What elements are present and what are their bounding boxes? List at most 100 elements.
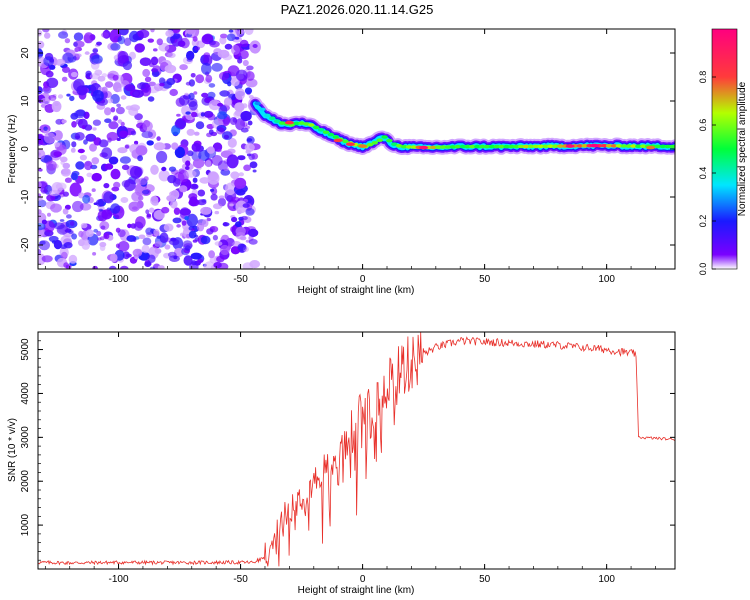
noise-speckle bbox=[89, 73, 101, 80]
noise-speckle bbox=[247, 228, 259, 237]
noise-speckle bbox=[47, 212, 51, 217]
y-tick-label: 1000 bbox=[20, 514, 31, 537]
ridge-core bbox=[342, 139, 349, 144]
noise-speckle bbox=[149, 266, 156, 269]
y-tick-label: 5000 bbox=[20, 338, 31, 361]
noise-speckle bbox=[130, 130, 137, 136]
ridge-core bbox=[391, 142, 398, 146]
noise-speckle bbox=[38, 86, 43, 95]
x-tick-label: 0 bbox=[360, 274, 366, 285]
colorbar-tick-label: 0.0 bbox=[698, 263, 708, 276]
noise-speckle bbox=[83, 239, 90, 246]
noise-speckle bbox=[192, 177, 198, 183]
y-tick-label: 2000 bbox=[20, 470, 31, 493]
noise-speckle bbox=[228, 29, 234, 33]
ridge-core bbox=[332, 135, 339, 139]
noise-speckle bbox=[182, 240, 193, 251]
noise-speckle bbox=[84, 51, 90, 55]
noise-speckle bbox=[60, 244, 68, 249]
noise-speckle bbox=[120, 121, 125, 127]
noise-speckle bbox=[234, 177, 247, 189]
noise-speckle bbox=[179, 64, 188, 71]
x-tick-label: 0 bbox=[360, 574, 366, 585]
noise-speckle bbox=[101, 73, 108, 78]
noise-speckle bbox=[213, 262, 222, 269]
noise-speckle bbox=[244, 29, 254, 36]
noise-speckle bbox=[240, 110, 252, 122]
noise-speckle bbox=[110, 107, 116, 113]
noise-speckle bbox=[248, 238, 258, 245]
noise-speckle bbox=[101, 32, 109, 38]
snr-series-line bbox=[38, 332, 675, 567]
noise-speckle bbox=[185, 169, 197, 178]
noise-speckle bbox=[252, 169, 257, 173]
figure-title: PAZ1.2026.020.11.14.G25 bbox=[281, 2, 434, 17]
snr-x-label: Height of straight line (km) bbox=[298, 585, 415, 596]
noise-speckle bbox=[72, 200, 84, 213]
noise-speckle bbox=[112, 74, 119, 81]
noise-speckle bbox=[110, 203, 121, 214]
noise-speckle bbox=[245, 78, 258, 88]
noise-speckle bbox=[42, 29, 50, 33]
noise-speckle bbox=[200, 235, 211, 245]
noise-speckle bbox=[45, 70, 54, 78]
noise-speckle bbox=[238, 55, 243, 61]
noise-speckle bbox=[186, 50, 195, 61]
noise-speckle bbox=[104, 163, 114, 170]
heatmap-y-label: Frequency (Hz) bbox=[7, 115, 18, 184]
noise-speckle bbox=[107, 98, 114, 104]
noise-speckle bbox=[93, 228, 99, 233]
noise-speckle bbox=[120, 197, 129, 203]
noise-speckle bbox=[235, 226, 246, 236]
noise-speckle bbox=[190, 73, 196, 78]
noise-speckle bbox=[141, 131, 153, 139]
noise-speckle bbox=[61, 76, 68, 82]
noise-speckle bbox=[43, 132, 56, 144]
noise-speckle bbox=[214, 241, 223, 247]
noise-speckle bbox=[40, 187, 48, 194]
noise-speckle bbox=[190, 183, 199, 190]
heatmap-noise-region bbox=[38, 29, 261, 269]
noise-speckle bbox=[133, 221, 144, 231]
noise-speckle bbox=[38, 30, 43, 37]
ridge-core bbox=[479, 144, 486, 149]
noise-speckle bbox=[103, 183, 110, 189]
noise-speckle bbox=[142, 121, 153, 132]
noise-speckle bbox=[70, 172, 78, 180]
noise-speckle bbox=[120, 265, 129, 269]
noise-speckle bbox=[208, 250, 216, 259]
noise-speckle bbox=[89, 143, 97, 152]
ridge-core bbox=[449, 145, 457, 149]
noise-speckle bbox=[217, 102, 224, 107]
noise-speckle bbox=[201, 219, 209, 228]
noise-speckle bbox=[208, 99, 221, 111]
ridge-peak bbox=[333, 138, 343, 143]
noise-speckle bbox=[191, 142, 201, 152]
ridge-peak bbox=[419, 145, 429, 150]
ridge-core bbox=[605, 144, 613, 148]
noise-speckle bbox=[156, 150, 168, 164]
ridge-peak bbox=[284, 120, 294, 125]
snr-x-axis: -100 -50 0 50 100 bbox=[44, 332, 656, 585]
noise-speckle bbox=[154, 248, 162, 254]
noise-speckle bbox=[186, 58, 193, 62]
noise-speckle bbox=[234, 36, 240, 40]
noise-speckle bbox=[70, 112, 79, 120]
noise-speckle bbox=[235, 189, 246, 196]
noise-speckle bbox=[176, 113, 181, 117]
noise-speckle bbox=[179, 185, 188, 193]
colorbar-tick-label: 0.6 bbox=[698, 119, 708, 132]
noise-speckle bbox=[238, 29, 245, 35]
noise-speckle bbox=[55, 182, 67, 191]
noise-speckle bbox=[185, 81, 191, 86]
ridge-core bbox=[654, 144, 662, 149]
ridge-core bbox=[376, 138, 383, 142]
noise-speckle bbox=[167, 52, 176, 59]
noise-speckle bbox=[119, 156, 131, 164]
noise-speckle bbox=[191, 260, 197, 266]
noise-speckle bbox=[53, 222, 65, 230]
noise-speckle bbox=[201, 92, 209, 98]
noise-speckle bbox=[68, 254, 78, 264]
noise-speckle bbox=[63, 262, 69, 268]
noise-speckle bbox=[98, 139, 109, 148]
